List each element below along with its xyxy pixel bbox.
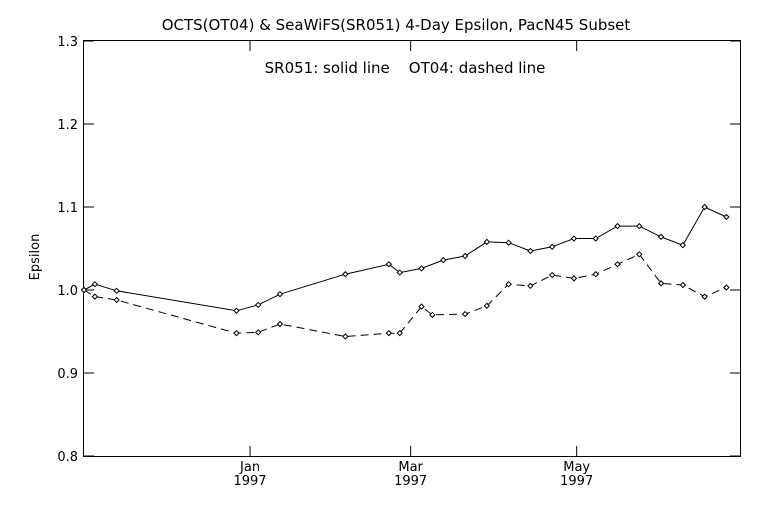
data-point-sr051-12 <box>483 238 491 246</box>
legend-note: SR051: solid line OT04: dashed line <box>265 59 546 77</box>
data-point-ot04-17 <box>592 271 599 278</box>
data-point-ot04-19 <box>636 251 643 258</box>
data-point-ot04-21 <box>679 281 687 289</box>
data-point-sr051-17 <box>592 235 599 242</box>
data-point-sr051-2 <box>113 287 120 295</box>
data-point-ot04-16 <box>570 275 578 282</box>
chart-title: OCTS(OT04) & SeaWiFS(SR051) 4-Day Epsilo… <box>162 16 631 34</box>
data-point-sr051-6 <box>342 271 349 278</box>
data-point-sr051-21 <box>679 241 687 249</box>
data-point-sr051-10 <box>440 256 447 264</box>
y-tick-label: 0.8 <box>57 450 78 465</box>
x-tick-month-label: Jan <box>239 460 260 475</box>
x-tick-year-label: 1997 <box>233 474 266 489</box>
data-point-ot04-13 <box>505 280 512 288</box>
data-point-sr051-15 <box>548 243 556 251</box>
data-point-sr051-14 <box>527 247 534 255</box>
data-point-sr051-19 <box>636 222 643 230</box>
y-tick-label: 0.9 <box>57 367 78 382</box>
data-point-ot04-14 <box>527 282 534 290</box>
x-tick-month-label: May <box>563 460 590 475</box>
series-layer <box>80 203 730 340</box>
data-point-ot04-10 <box>429 311 436 319</box>
series-line-ot04 <box>83 253 727 338</box>
data-point-sr051-11 <box>461 252 469 260</box>
data-point-sr051-23 <box>723 213 730 221</box>
data-point-ot04-1 <box>91 293 99 300</box>
data-point-sr051-9 <box>418 265 425 272</box>
data-point-ot04-20 <box>657 280 665 287</box>
data-point-sr051-5 <box>276 290 284 298</box>
data-point-sr051-1 <box>91 280 99 288</box>
data-point-ot04-22 <box>701 293 708 300</box>
data-point-ot04-15 <box>548 271 556 279</box>
data-point-ot04-8 <box>396 329 403 337</box>
x-tick-year-label: 1997 <box>394 474 427 489</box>
x-tick-month-label: Mar <box>398 460 423 475</box>
data-point-sr051-13 <box>505 239 512 246</box>
data-point-sr051-8 <box>396 269 403 276</box>
data-point-ot04-7 <box>385 329 393 337</box>
y-axis-ticks: 0.8 0.9 1.0 1.1 1.2 1.3 <box>57 35 740 465</box>
y-tick-label: 1.0 <box>57 284 78 299</box>
y-tick-label: 1.2 <box>57 118 78 133</box>
y-axis-label: Epsilon <box>28 234 43 281</box>
data-point-sr051-7 <box>385 261 393 268</box>
data-point-ot04-18 <box>614 261 621 268</box>
data-point-ot04-11 <box>461 310 469 318</box>
data-point-ot04-3 <box>233 329 240 337</box>
data-point-ot04-9 <box>418 303 425 310</box>
x-tick-year-label: 1997 <box>560 474 593 489</box>
data-point-ot04-4 <box>254 329 262 336</box>
series-line-sr051 <box>83 206 727 312</box>
plot-frame <box>83 40 741 457</box>
data-point-sr051-18 <box>614 222 621 230</box>
y-tick-label: 1.3 <box>57 35 78 50</box>
data-point-sr051-20 <box>657 233 665 241</box>
data-point-ot04-23 <box>723 284 730 291</box>
data-point-ot04-5 <box>276 320 284 328</box>
data-point-ot04-6 <box>342 333 349 340</box>
data-point-ot04-12 <box>483 302 491 309</box>
data-point-sr051-16 <box>570 235 578 242</box>
data-point-sr051-4 <box>254 301 262 309</box>
y-tick-label: 1.1 <box>57 201 78 216</box>
data-point-ot04-2 <box>113 296 120 304</box>
data-point-sr051-3 <box>233 307 240 314</box>
data-point-ot04-0 <box>80 286 88 294</box>
data-point-sr051-22 <box>701 203 708 211</box>
